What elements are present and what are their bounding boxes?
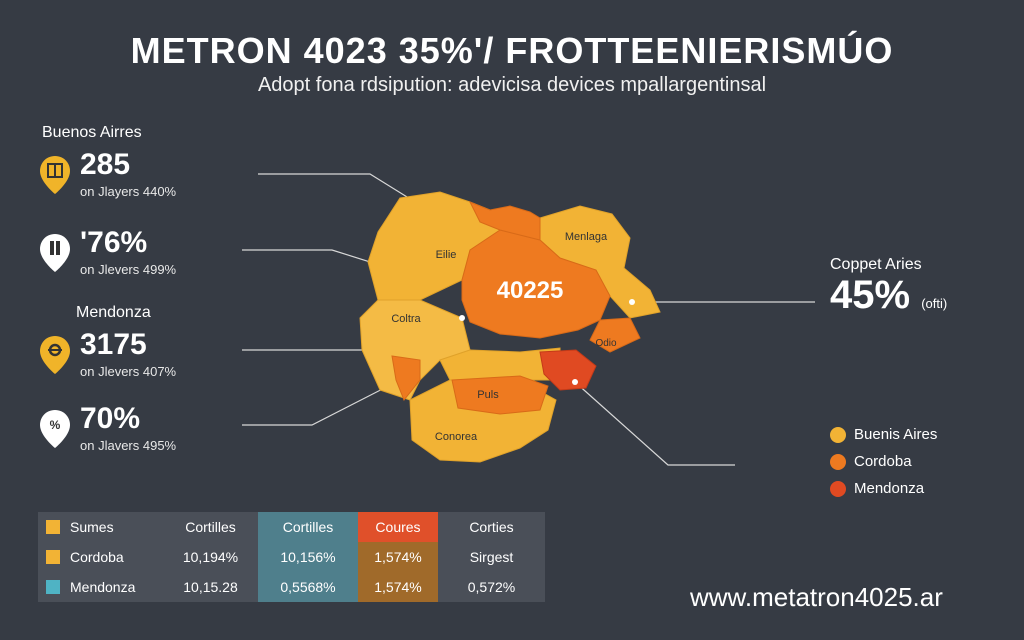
- stat-block-1: 285 on Jlayers 440%: [38, 150, 176, 199]
- table-header-cell: Coures: [358, 512, 438, 542]
- map-center-label: 40225: [497, 277, 564, 304]
- map-label-coltra: Coltra: [391, 313, 421, 325]
- right-callout: Coppet Aries 45% (ofti): [830, 256, 947, 316]
- table-row-label: Cordoba: [70, 549, 124, 565]
- header-square-icon: [46, 520, 60, 534]
- row-square-icon: [46, 550, 60, 564]
- stat-1-value: 285: [80, 148, 131, 181]
- table-row: Mendonza 10,15.28 0,5568% 1,574% 0,572%: [38, 572, 545, 602]
- legend-label: Mendonza: [854, 480, 925, 497]
- map-region-west-orange: [391, 355, 421, 401]
- table-cell: 1,574%: [358, 572, 438, 602]
- table-cell: 0,5568%: [258, 572, 358, 602]
- stat-4-sub: on Jlavers 495%: [80, 438, 177, 453]
- map-label-puls: Puls: [477, 389, 499, 401]
- leader-line-6: [574, 381, 735, 466]
- website-url: www.metatron4025.ar: [690, 582, 943, 612]
- table-cell: Mendonza: [38, 572, 163, 602]
- table-cell: 10,15.28: [183, 579, 238, 595]
- leader-line-4: [242, 377, 405, 426]
- table-header-cell: Cortilles: [258, 512, 358, 542]
- legend-label: Buenis Aires: [854, 426, 938, 443]
- table-header-cell: Corties: [469, 519, 514, 535]
- table-header-label: Sumes: [70, 519, 114, 535]
- data-table: Sumes Cortilles Cortilles Coures Corties…: [38, 512, 545, 602]
- legend-item-cordoba: Cordoba: [830, 453, 937, 470]
- map-region-north: [468, 201, 541, 241]
- right-callout-label: Coppet Aries: [830, 256, 922, 273]
- stat-3-sub: on Jlevers 407%: [80, 364, 177, 379]
- map-region-red: [539, 349, 597, 391]
- legend-label: Cordoba: [854, 453, 912, 470]
- page-title: METRON 4023 35%'/ FROTTEENIERISMÚO: [130, 30, 894, 71]
- right-callout-suffix: (ofti): [921, 296, 948, 311]
- table-row: Cordoba 10,194% 10,156% 1,574% Sirgest: [38, 542, 545, 572]
- legend-item-buenos-aires: Buenis Aires: [830, 426, 937, 443]
- map-marker-2: [572, 379, 578, 385]
- legend-dot-yellow: [830, 426, 846, 443]
- table-cell: 10,194%: [182, 549, 239, 565]
- stat-block-3: 3175 on Jlevers 407%: [38, 330, 176, 379]
- table-cell: Cordoba: [38, 542, 163, 572]
- map-label-odio: Odio: [595, 338, 617, 349]
- legend-item-mendonza: Mendonza: [830, 480, 937, 497]
- stat-3-heading: Mendonza: [76, 304, 151, 321]
- svg-text:%: %: [50, 418, 61, 432]
- map-label-ellie: Eilie: [436, 249, 457, 261]
- map-pin-book-icon: [40, 155, 70, 194]
- map-region-east-orange: [589, 317, 641, 353]
- table-cell: 1,574%: [358, 542, 438, 572]
- table-cell: Sirgest: [469, 549, 514, 565]
- stat-2-sub: on Jlevers 499%: [80, 262, 177, 277]
- table-cell: 10,156%: [258, 542, 358, 572]
- table-cell: 0,572%: [467, 579, 516, 595]
- table-header-row: Sumes Cortilles Cortilles Coures Corties: [38, 512, 545, 542]
- table-header-cell: Sumes: [38, 512, 163, 542]
- leader-line-1: [258, 173, 421, 206]
- map-label-menlaga: Menlaga: [565, 231, 608, 243]
- table-row-label: Mendonza: [70, 579, 136, 595]
- page-subtitle: Adopt fona rdsipution: adevicisa devices…: [257, 74, 767, 96]
- stat-block-2: '76% on Jlevers 499%: [38, 228, 176, 277]
- legend-dot-red: [830, 480, 846, 497]
- stat-4-value: 70%: [80, 402, 141, 435]
- map-region-puls: [451, 375, 549, 415]
- table-header-cell: Cortilles: [185, 519, 236, 535]
- map-label-conorea: Conorea: [435, 431, 478, 443]
- map-pin-percent-icon: %: [40, 409, 70, 448]
- map-pin-bottle-icon: [40, 233, 70, 272]
- map-marker-3: [629, 299, 635, 305]
- map-region-center: [461, 229, 611, 339]
- stat-1-sub: on Jlayers 440%: [80, 184, 177, 199]
- right-callout-number: 45%: [830, 273, 911, 317]
- stat-block-4: % 70% on Jlavers 495%: [38, 404, 176, 453]
- legend-dot-orange: [830, 453, 846, 470]
- legend: Buenis Aires Cordoba Mendonza: [830, 426, 937, 507]
- map-marker-1: [459, 315, 465, 321]
- stat-2-value: '76%: [80, 226, 148, 259]
- right-callout-value: 45% (ofti): [830, 274, 947, 316]
- map-pin-gear-icon: [40, 335, 70, 374]
- stat-3-value: 3175: [80, 328, 147, 361]
- row-square-icon: [46, 580, 60, 594]
- stat-1-heading: Buenos Airres: [42, 124, 142, 141]
